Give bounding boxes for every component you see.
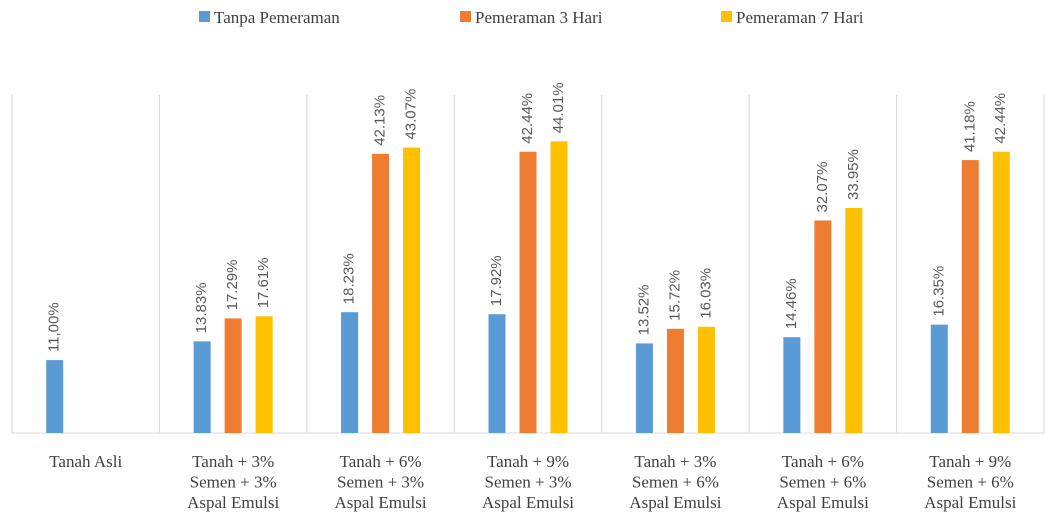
value-label: 32.07% [814, 162, 831, 213]
bar [488, 314, 506, 433]
value-label: 42.44% [519, 93, 536, 144]
bar [814, 220, 832, 433]
legend-label: Pemeraman 3 Hari [475, 8, 603, 27]
bar [697, 326, 715, 433]
x-tick-label: Semen + 3% [484, 473, 571, 492]
value-label: 15.72% [666, 270, 683, 321]
legend-swatch [721, 11, 732, 22]
x-tick-label: Aspal Emulsi [482, 493, 574, 512]
value-label: 13.52% [635, 285, 652, 336]
bar [783, 337, 801, 433]
x-tick-label: Semen + 3% [190, 473, 277, 492]
value-label: 42.13% [372, 95, 389, 146]
legend-label: Pemeraman 7 Hari [736, 8, 864, 27]
bar [46, 360, 64, 433]
value-label: 33.95% [845, 149, 862, 200]
value-label: 13.83% [193, 282, 210, 333]
x-tick-label: Semen + 3% [337, 473, 424, 492]
x-tick-label: Tanah + 9% [487, 452, 569, 471]
bar [666, 328, 684, 433]
value-label: 42.44% [992, 93, 1009, 144]
value-label: 17.92% [488, 255, 505, 306]
bar [961, 160, 979, 433]
bar [372, 153, 390, 433]
bar [845, 207, 863, 433]
x-tick-label: Semen + 6% [632, 473, 719, 492]
value-label: 16.03% [697, 268, 714, 319]
x-tick-label: Tanah + 6% [782, 452, 864, 471]
x-tick-label: Aspal Emulsi [335, 493, 427, 512]
value-label: 14.46% [783, 278, 800, 329]
value-label: 43.07% [403, 89, 420, 140]
x-tick-label: Aspal Emulsi [924, 493, 1016, 512]
value-label: 17.29% [224, 260, 241, 311]
x-tick-label: Semen + 6% [927, 473, 1014, 492]
bar [550, 141, 568, 434]
value-label: 16.35% [930, 266, 947, 317]
x-tick-label: Tanah + 9% [929, 452, 1011, 471]
x-tick-label: Tanah + 6% [340, 452, 422, 471]
x-tick-label: Semen + 6% [779, 473, 866, 492]
x-tick-label: Tanah + 3% [634, 452, 716, 471]
bar [255, 316, 273, 433]
value-label: 41.18% [961, 101, 978, 152]
bar [519, 151, 537, 433]
value-label: 17.61% [255, 257, 272, 308]
value-label: 11,00% [46, 302, 63, 352]
legend-swatch [199, 11, 210, 22]
x-tick-label: Aspal Emulsi [187, 493, 279, 512]
x-tick-label: Aspal Emulsi [777, 493, 869, 512]
value-label: 18.23% [341, 253, 358, 304]
x-tick-label: Tanah Asli [49, 452, 122, 471]
bar [992, 151, 1010, 433]
x-tick-label: Aspal Emulsi [629, 493, 721, 512]
bar [193, 341, 211, 433]
x-tick-label: Tanah + 3% [192, 452, 274, 471]
bar [930, 324, 948, 433]
value-label: 44.01% [550, 82, 567, 133]
legend-label: Tanpa Pemeraman [214, 8, 340, 27]
legend-swatch [460, 11, 471, 22]
bar [635, 343, 653, 433]
bar [224, 318, 242, 433]
bar [403, 147, 421, 434]
bar [341, 312, 359, 433]
